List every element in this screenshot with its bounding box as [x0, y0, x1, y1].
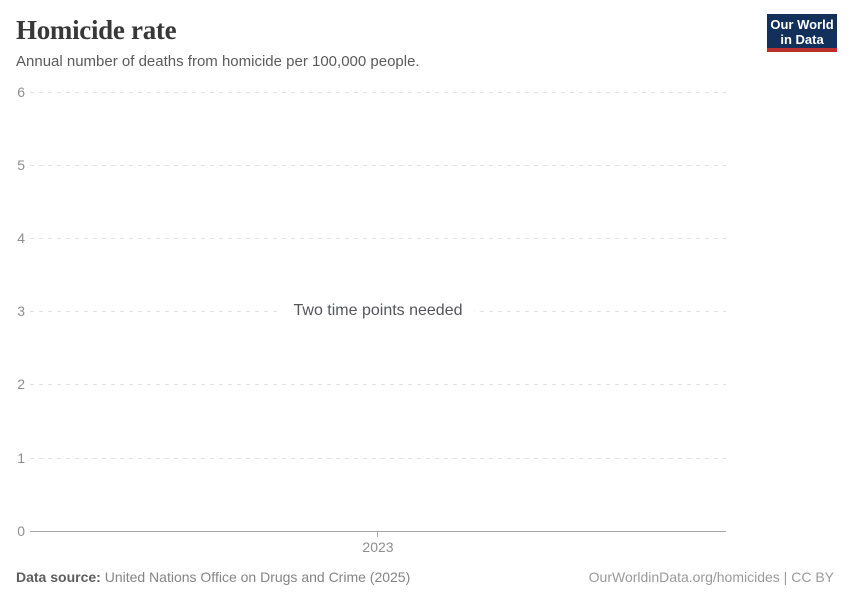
x-axis-line	[30, 531, 726, 532]
data-source-link[interactable]: United Nations Office on Drugs and Crime…	[104, 569, 411, 585]
empty-state-message: Two time points needed	[281, 300, 475, 322]
y-axis-tick-label: 3	[17, 303, 25, 319]
y-axis-tick-label: 2	[17, 376, 25, 392]
owid-logo[interactable]: Our World in Data	[767, 14, 837, 52]
x-axis-tick	[377, 531, 378, 537]
x-axis-tick-label: 2023	[362, 539, 394, 555]
chart-footer: Data source: United Nations Office on Dr…	[16, 569, 834, 585]
chart-title: Homicide rate	[16, 15, 177, 45]
gridline	[30, 165, 726, 166]
data-source: Data source: United Nations Office on Dr…	[16, 569, 410, 585]
y-axis-tick-label: 4	[17, 230, 25, 246]
attribution-link[interactable]: OurWorldinData.org/homicides | CC BY	[588, 569, 834, 585]
y-axis-tick-label: 0	[17, 523, 25, 539]
y-axis-tick-label: 1	[17, 450, 25, 466]
gridline	[30, 384, 726, 385]
owid-logo-line1: Our World	[770, 17, 834, 32]
y-axis-tick-label: 6	[17, 84, 25, 100]
gridline	[30, 458, 726, 459]
gridline	[30, 92, 726, 93]
gridline	[30, 238, 726, 239]
owid-logo-line2: in Data	[780, 32, 824, 47]
y-axis-tick-label: 5	[17, 157, 25, 173]
chart-subtitle: Annual number of deaths from homicide pe…	[16, 53, 420, 70]
data-source-label: Data source:	[16, 569, 101, 585]
